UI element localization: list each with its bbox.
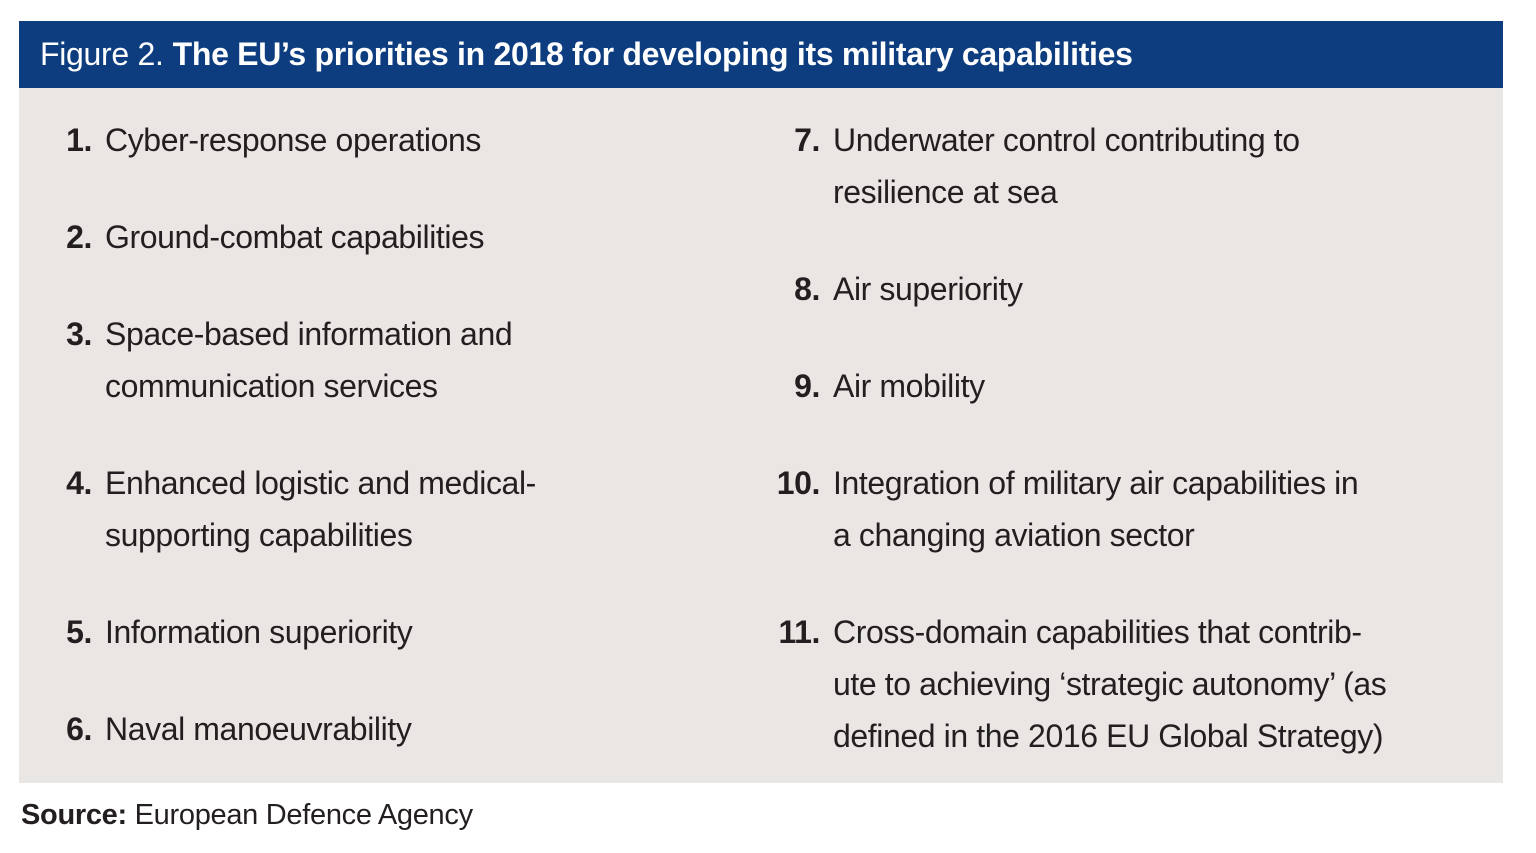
priority-item-1: 1. Cyber-response operations: [40, 114, 770, 166]
figure-label: Figure 2.: [40, 36, 164, 72]
priority-text: Underwater control contributing to resil…: [833, 122, 1300, 210]
priority-item-5: 5. Information superiority: [40, 606, 770, 658]
priority-number: 11.: [778, 614, 820, 650]
priority-text: Enhanced logistic and medical- supportin…: [105, 465, 536, 553]
priorities-list-panel: 1. Cyber-response operations 2. Ground-c…: [19, 88, 1503, 783]
priority-number: 6.: [66, 711, 92, 747]
source-line: Source: European Defence Agency: [21, 799, 473, 832]
priority-item-6: 6. Naval manoeuvrability: [40, 703, 770, 755]
priority-item-10: 10. Integration of military air capabili…: [770, 457, 1493, 561]
priority-item-11: 11. Cross-domain capabilities that contr…: [770, 606, 1493, 762]
priority-list-right-column: 7. Underwater control contributing to re…: [770, 114, 1493, 783]
priority-item-4: 4. Enhanced logistic and medical- suppor…: [40, 457, 770, 561]
priority-text: Air superiority: [833, 271, 1023, 307]
priority-text: Cross-domain capabilities that contrib- …: [833, 614, 1387, 754]
priority-text: Air mobility: [833, 368, 985, 404]
priority-text: Ground-combat capabilities: [105, 219, 485, 255]
priority-number: 1.: [66, 122, 92, 158]
priority-number: 3.: [66, 316, 92, 352]
figure-title: The EU’s priorities in 2018 for developi…: [172, 36, 1133, 72]
priority-text: Integration of military air capabilities…: [833, 465, 1359, 553]
priority-item-9: 9. Air mobility: [770, 360, 1493, 412]
source-text: European Defence Agency: [134, 799, 473, 831]
priority-item-8: 8. Air superiority: [770, 263, 1493, 315]
priority-number: 7.: [794, 122, 820, 158]
priority-item-7: 7. Underwater control contributing to re…: [770, 114, 1493, 218]
figure-panel: Figure 2. The EU’s priorities in 2018 fo…: [19, 21, 1503, 783]
priority-text: Cyber-response operations: [105, 122, 481, 158]
source-label: Source:: [21, 799, 127, 831]
priority-list-left-column: 1. Cyber-response operations 2. Ground-c…: [40, 114, 770, 783]
priority-number: 5.: [66, 614, 92, 650]
priority-number: 4.: [66, 465, 92, 501]
priority-text: Space-based information and communicatio…: [105, 316, 513, 404]
priority-item-3: 3. Space-based information and communica…: [40, 308, 770, 412]
priority-number: 2.: [66, 219, 92, 255]
figure-header: Figure 2. The EU’s priorities in 2018 fo…: [19, 21, 1503, 88]
priority-number: 10.: [776, 465, 821, 501]
priority-text: Information superiority: [105, 614, 413, 650]
priority-text: Naval manoeuvrability: [105, 711, 412, 747]
priority-item-2: 2. Ground-combat capabilities: [40, 211, 770, 263]
priority-number: 8.: [794, 271, 820, 307]
priority-number: 9.: [794, 368, 820, 404]
